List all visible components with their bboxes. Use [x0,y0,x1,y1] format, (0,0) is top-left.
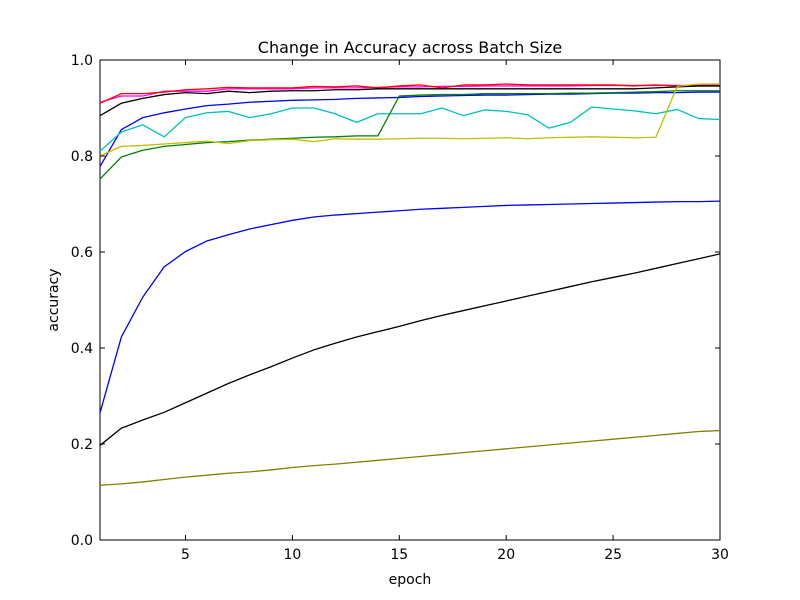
series-line-2 [99,83,720,104]
x-tick-label: 30 [711,547,729,563]
x-axis-label: epoch [389,572,432,588]
x-tick-label: 5 [181,547,190,563]
series-line-4 [99,91,720,167]
y-tick-label: 1.0 [71,53,93,69]
series-line-3 [99,85,720,117]
y-tick-label: 0.6 [71,245,93,261]
y-tick-label: 0.0 [71,533,93,549]
x-tick-label: 10 [283,547,301,563]
x-tick-label: 20 [497,547,515,563]
series-line-9 [99,253,721,446]
y-axis-label: accuracy [46,268,62,331]
x-tick-label: 25 [604,547,622,563]
tick-layer: 5 10 15 20 25 30 0.0 0.2 0.4 0.6 0.8 1.0 [71,53,729,563]
y-tick-label: 0.2 [71,437,93,453]
chart-title: Change in Accuracy across Batch Size [258,38,562,57]
x-tick-label: 15 [390,547,408,563]
series-line-8 [99,200,721,413]
series-line-6 [99,90,720,180]
y-tick-label: 0.8 [71,149,93,165]
series-line-10 [99,429,721,486]
series-line-5 [99,106,721,152]
series-layer [99,83,721,486]
plot-frame [99,59,721,541]
series-line-7 [99,83,720,157]
y-tick-label: 0.4 [71,341,93,357]
